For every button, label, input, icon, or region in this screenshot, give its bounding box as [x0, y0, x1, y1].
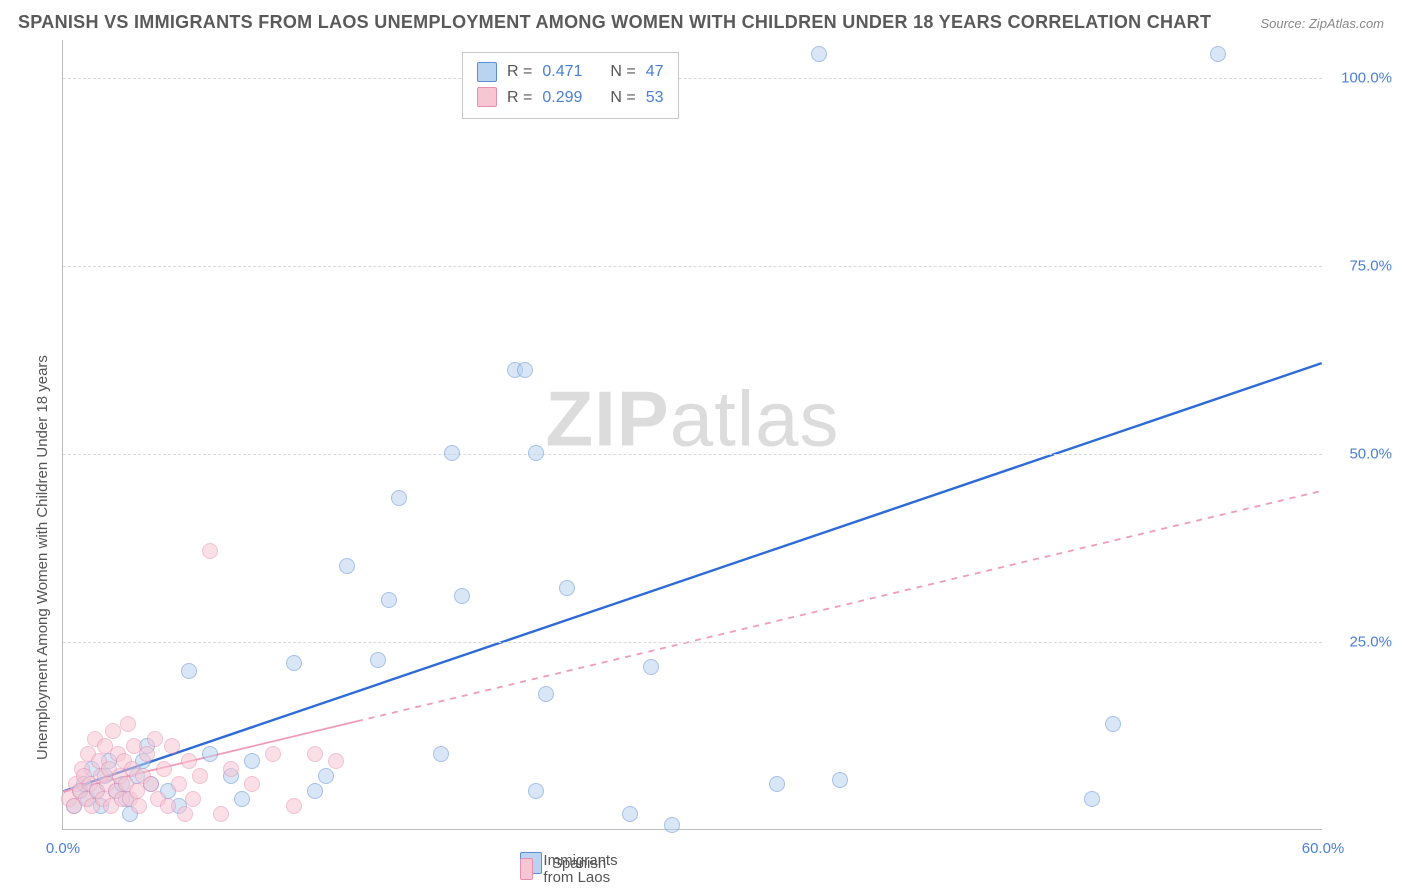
scatter-point [120, 716, 136, 732]
gridline [63, 642, 1322, 643]
scatter-point [213, 806, 229, 822]
r-value: 0.299 [542, 85, 582, 111]
scatter-point [559, 580, 575, 596]
scatter-point [244, 753, 260, 769]
r-value: 0.471 [542, 59, 582, 85]
scatter-point [811, 46, 827, 62]
n-value: 47 [646, 59, 664, 85]
correlation-stats-box: R = 0.471 N = 47 R = 0.299 N = 53 [462, 52, 679, 119]
trendlines-layer [63, 40, 1322, 829]
scatter-point [181, 753, 197, 769]
legend-label: Immigrants from Laos [543, 852, 626, 886]
scatter-point [517, 362, 533, 378]
gridline [63, 266, 1322, 267]
legend-swatch [520, 858, 533, 880]
scatter-point [307, 746, 323, 762]
legend-item: Immigrants from Laos [520, 852, 626, 886]
n-label: N = [610, 85, 635, 111]
scatter-point [139, 746, 155, 762]
scatter-point [454, 588, 470, 604]
series-swatch [477, 62, 497, 82]
scatter-point [164, 738, 180, 754]
scatter-point [328, 753, 344, 769]
y-tick-label: 25.0% [1332, 633, 1392, 650]
scatter-point [202, 543, 218, 559]
scatter-point [1084, 791, 1100, 807]
scatter-point [769, 776, 785, 792]
scatter-point [223, 761, 239, 777]
scatter-point [244, 776, 260, 792]
scatter-point [622, 806, 638, 822]
scatter-point [156, 761, 172, 777]
scatter-point [832, 772, 848, 788]
scatter-point [202, 746, 218, 762]
scatter-point [381, 592, 397, 608]
scatter-point [339, 558, 355, 574]
scatter-point [664, 817, 680, 833]
gridline [63, 78, 1322, 79]
statbox-row: R = 0.299 N = 53 [477, 85, 664, 111]
scatter-point [318, 768, 334, 784]
y-tick-label: 100.0% [1332, 69, 1392, 86]
scatter-point [433, 746, 449, 762]
n-value: 53 [646, 85, 664, 111]
scatter-point [185, 791, 201, 807]
scatter-point [643, 659, 659, 675]
scatter-point [528, 445, 544, 461]
scatter-point [192, 768, 208, 784]
statbox-row: R = 0.471 N = 47 [477, 59, 664, 85]
scatter-point [234, 791, 250, 807]
scatter-point [131, 798, 147, 814]
scatter-point [147, 731, 163, 747]
scatter-point [286, 798, 302, 814]
series-swatch [477, 87, 497, 107]
chart-title: SPANISH VS IMMIGRANTS FROM LAOS UNEMPLOY… [18, 12, 1211, 33]
scatter-point [171, 776, 187, 792]
scatter-point [370, 652, 386, 668]
scatter-point [307, 783, 323, 799]
scatter-point [444, 445, 460, 461]
y-tick-label: 50.0% [1332, 445, 1392, 462]
scatter-point [105, 723, 121, 739]
gridline [63, 454, 1322, 455]
r-label: R = [507, 85, 532, 111]
source-attribution: Source: ZipAtlas.com [1260, 16, 1384, 31]
x-tick-label: 0.0% [46, 840, 80, 857]
scatter-point [143, 776, 159, 792]
n-label: N = [610, 59, 635, 85]
y-tick-label: 75.0% [1332, 257, 1392, 274]
r-label: R = [507, 59, 532, 85]
trendline [63, 363, 1321, 791]
scatter-point [129, 783, 145, 799]
plot-area: ZIPatlas 25.0%50.0%75.0%100.0%0.0%60.0% [62, 40, 1322, 830]
scatter-point [177, 806, 193, 822]
scatter-point [1105, 716, 1121, 732]
x-tick-label: 60.0% [1302, 840, 1345, 857]
y-axis-label: Unemployment Among Women with Children U… [34, 355, 51, 760]
trendline-extrapolated [357, 491, 1322, 721]
scatter-point [391, 490, 407, 506]
scatter-point [160, 798, 176, 814]
scatter-point [1210, 46, 1226, 62]
scatter-point [181, 663, 197, 679]
scatter-point [528, 783, 544, 799]
scatter-point [265, 746, 281, 762]
scatter-point [286, 655, 302, 671]
scatter-point [538, 686, 554, 702]
